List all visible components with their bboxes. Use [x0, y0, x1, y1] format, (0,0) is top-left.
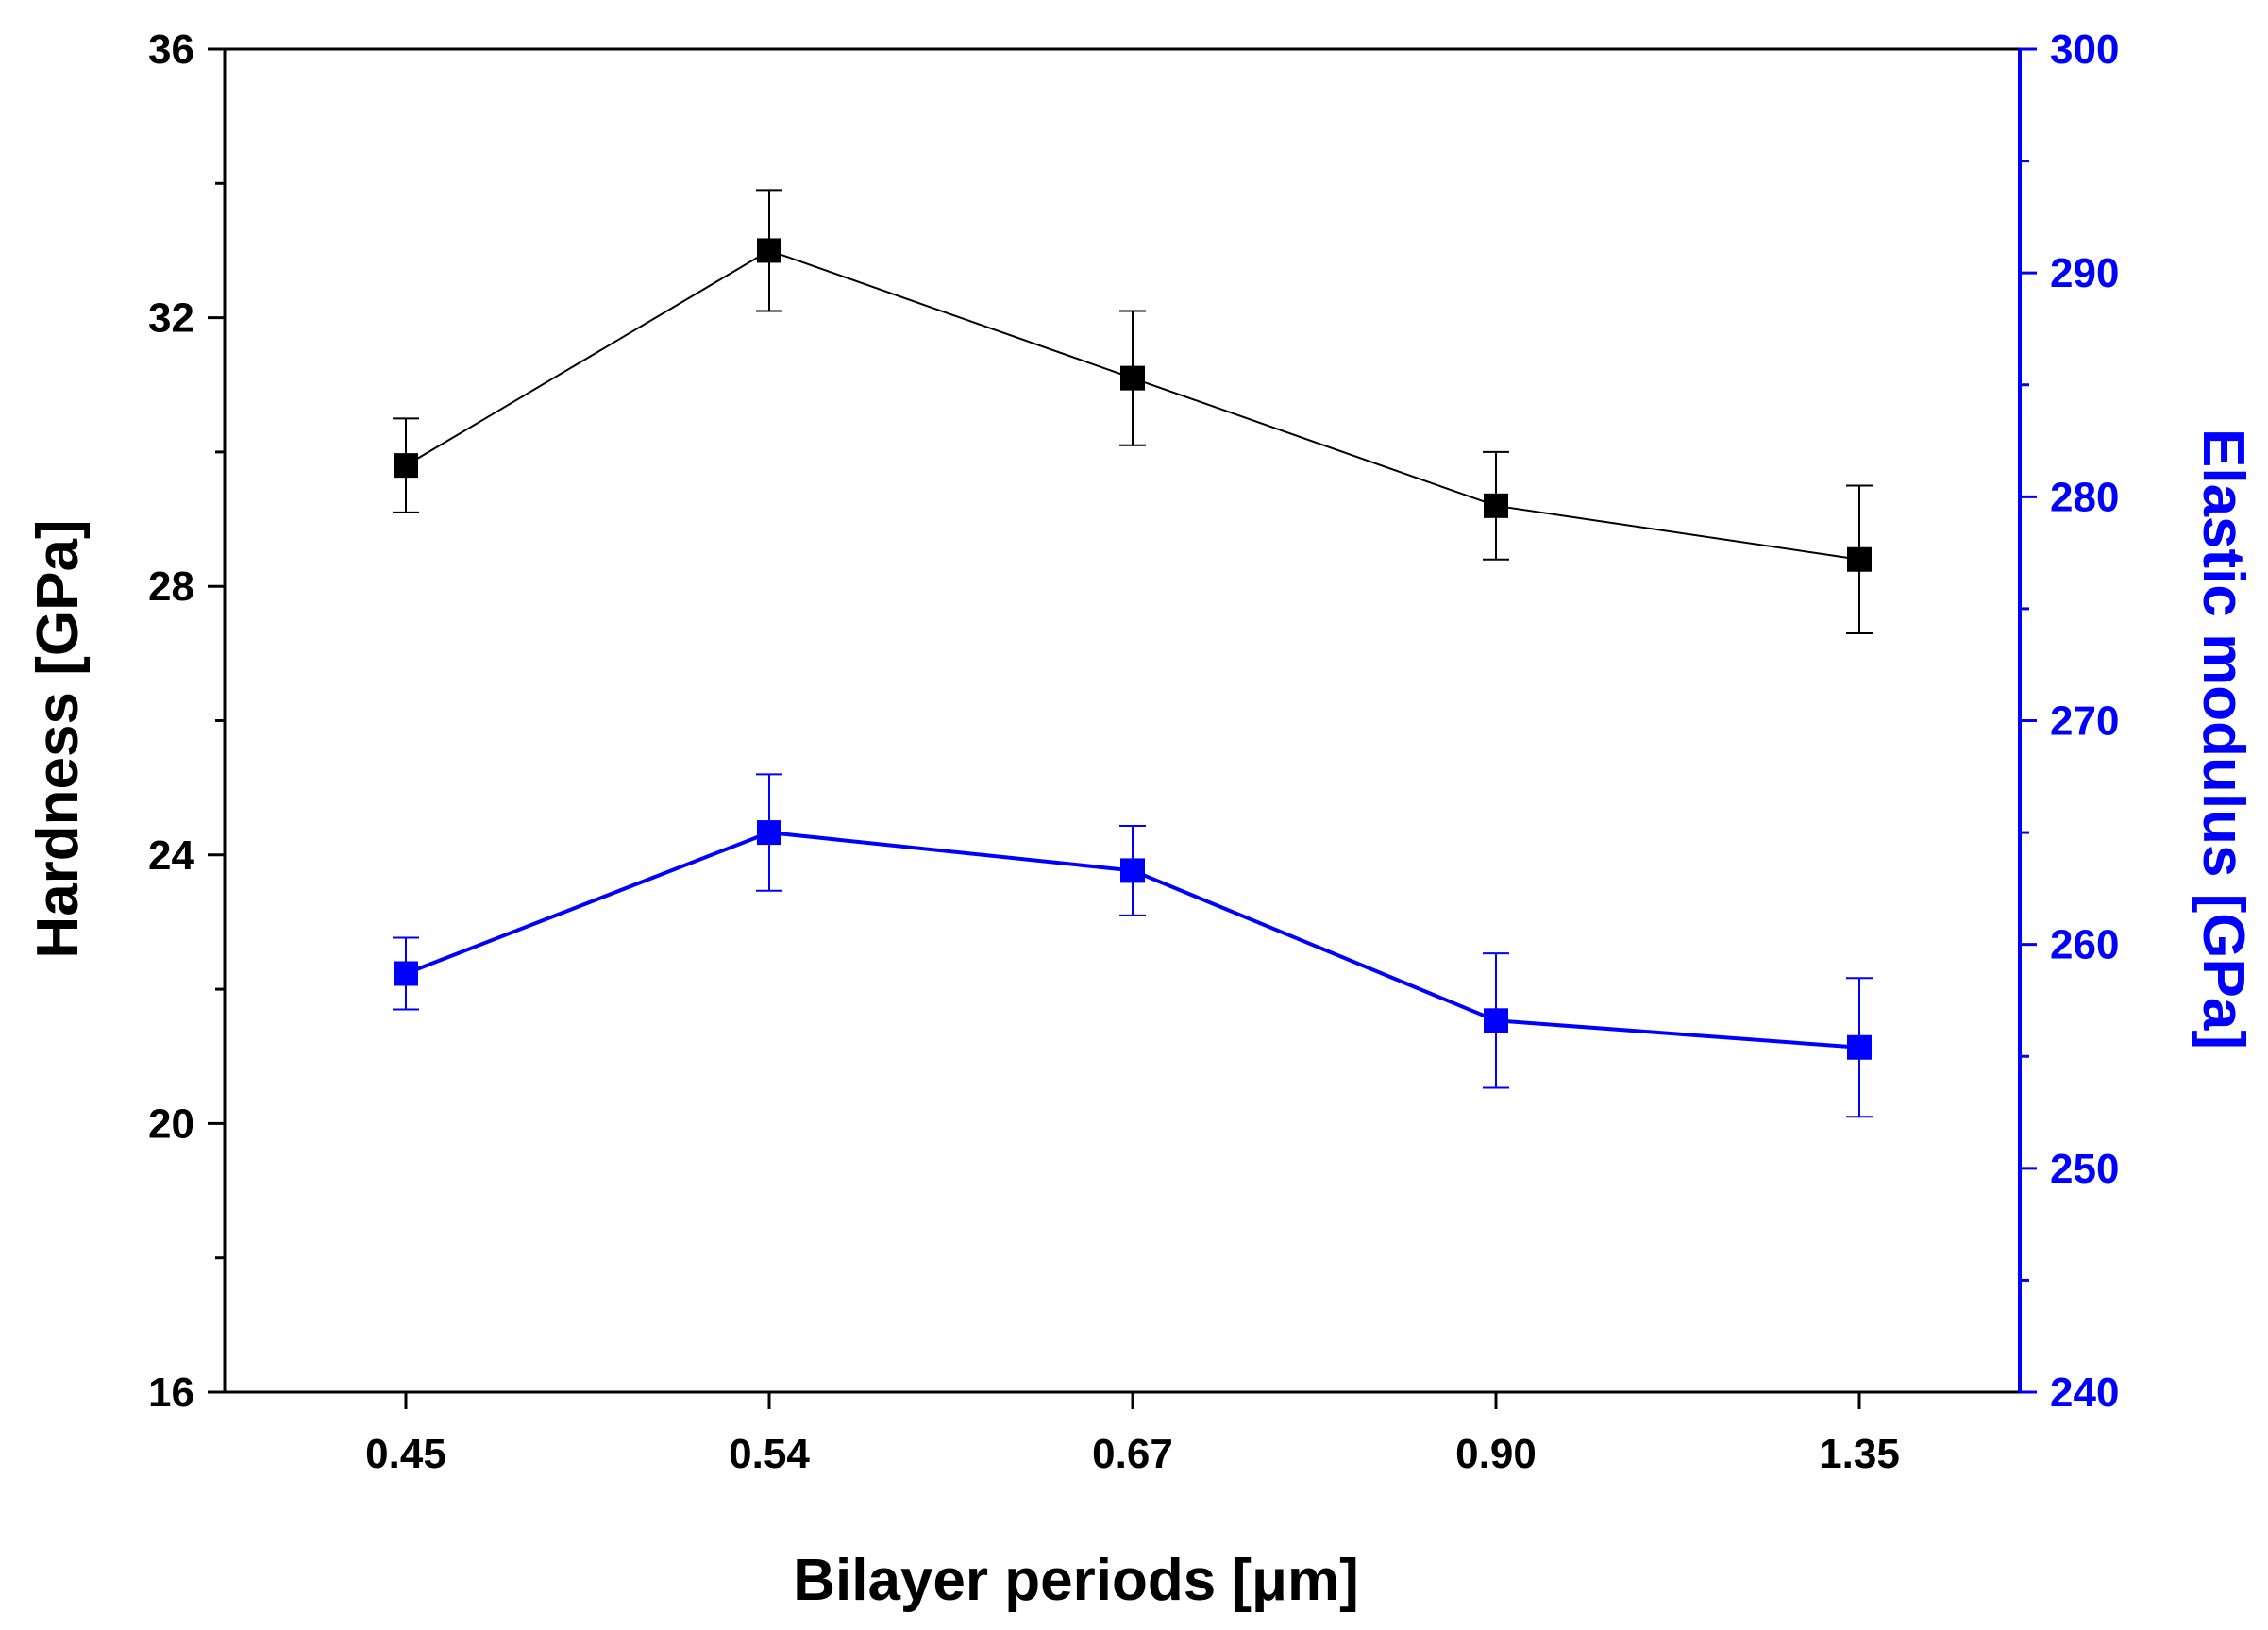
elastic-modulus-point: [1847, 1034, 1872, 1060]
axes: 16 20 24 28 32 36 240 250 260 270 280 290 300 0.45 0.5…: [148, 26, 2119, 1477]
x-axis-title: Bilayer periods [μm]: [793, 1548, 1359, 1613]
elastic-modulus-point: [757, 820, 781, 846]
y-tick-label: 28: [148, 563, 194, 610]
y-tick-label: 24: [148, 832, 194, 879]
y-tick-label: 20: [148, 1101, 194, 1147]
y2-tick-label: 280: [2050, 474, 2119, 520]
y2-tick-label: 240: [2050, 1370, 2119, 1416]
y2-tick-label: 260: [2050, 922, 2119, 968]
elastic-modulus-series: [393, 773, 1873, 1118]
y-axis-title: Hardness [GPa]: [25, 519, 91, 958]
y2-tick-label: 270: [2050, 698, 2119, 745]
y-tick-label: 36: [148, 26, 194, 73]
x-tick-label: 0.67: [1092, 1431, 1173, 1477]
hardness-point: [757, 238, 781, 263]
y2-tick-label: 290: [2050, 250, 2119, 296]
y-tick-label: 32: [148, 295, 194, 342]
elastic-modulus-point: [1484, 1008, 1508, 1033]
y2-tick-label: 300: [2050, 26, 2119, 73]
hardness-point: [1847, 546, 1872, 572]
hardness-point: [1120, 365, 1145, 391]
series-layer: [393, 189, 1873, 1118]
hardness-series: [393, 189, 1873, 635]
x-tick-label: 0.45: [365, 1431, 446, 1477]
x-tick-label: 1.35: [1819, 1431, 1900, 1477]
x-tick-label: 0.90: [1455, 1431, 1537, 1477]
y2-tick-label: 250: [2050, 1146, 2119, 1192]
x-tick-label: 0.54: [729, 1431, 810, 1477]
hardness-point: [394, 453, 418, 479]
hardness-point: [1484, 493, 1508, 518]
y-tick-label: 16: [148, 1370, 194, 1416]
y2-axis-title: Elastic modulus [GPa]: [2191, 429, 2256, 1050]
elastic-modulus-point: [394, 961, 418, 986]
elastic-modulus-point: [1120, 858, 1145, 883]
